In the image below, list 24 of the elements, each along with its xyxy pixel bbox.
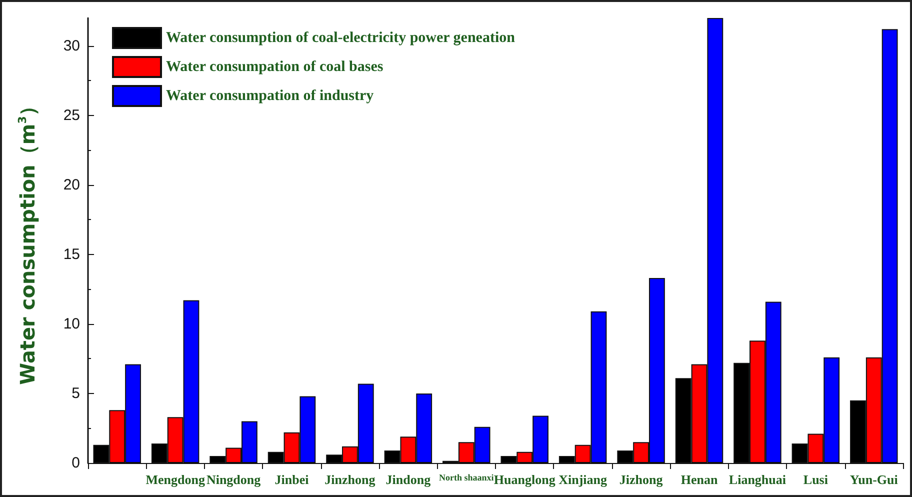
- y-tick-label: 30: [63, 37, 80, 54]
- x-tick-label: Jizhong: [619, 472, 664, 487]
- y-tick-label: 0: [72, 454, 80, 472]
- y-tick-label: 5: [72, 384, 80, 402]
- x-tick-label: Ningdong: [206, 472, 262, 487]
- x-tick-label: Lianghuai: [728, 472, 786, 487]
- x-tick-label: Lusi: [803, 472, 828, 487]
- y-tick-label: 10: [63, 315, 80, 332]
- x-tick-label: Yun-Gui: [850, 472, 898, 487]
- legend-label: Water consumpation of coal bases: [166, 59, 384, 75]
- y-tick-label: 25: [63, 106, 80, 124]
- y-tick-label: 20: [63, 176, 80, 194]
- x-tick-label: Henan: [680, 472, 718, 487]
- legend-label: Water consumption of coal-electricity power geneation: [166, 30, 516, 46]
- x-tick-label: Jinzhong: [324, 472, 376, 487]
- x-tick-label: North shaanxi: [439, 472, 494, 482]
- x-tick-label: Jindong: [386, 472, 432, 487]
- y-axis-title: Water consumption（m3）: [16, 96, 40, 385]
- x-tick-label: Jinbei: [274, 472, 310, 487]
- legend-label: Water consumpation of industry: [166, 88, 374, 104]
- y-tick-label: 15: [63, 246, 80, 263]
- x-tick-label: Mengdong: [146, 472, 206, 487]
- x-tick-label: Huanglong: [494, 472, 556, 487]
- x-tick-label: Xinjiang: [558, 472, 608, 487]
